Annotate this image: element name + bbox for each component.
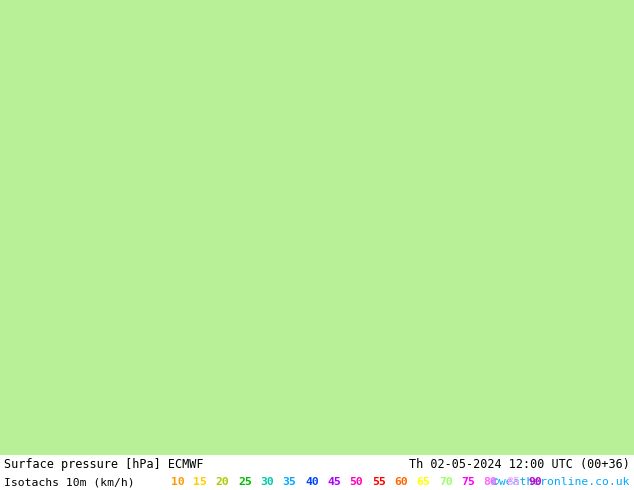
Text: 70: 70 <box>439 477 453 487</box>
Text: 65: 65 <box>417 477 430 487</box>
Text: 75: 75 <box>461 477 475 487</box>
Text: 15: 15 <box>193 477 207 487</box>
Text: 40: 40 <box>305 477 319 487</box>
Text: 10: 10 <box>171 477 185 487</box>
Text: 25: 25 <box>238 477 252 487</box>
Text: 30: 30 <box>261 477 274 487</box>
Text: 80: 80 <box>484 477 497 487</box>
Text: 90: 90 <box>528 477 542 487</box>
Text: 45: 45 <box>327 477 341 487</box>
Text: 50: 50 <box>349 477 363 487</box>
Text: Th 02-05-2024 12:00 UTC (00+36): Th 02-05-2024 12:00 UTC (00+36) <box>409 458 630 470</box>
Text: 85: 85 <box>506 477 519 487</box>
Text: 55: 55 <box>372 477 385 487</box>
Text: 35: 35 <box>283 477 297 487</box>
Text: 20: 20 <box>216 477 230 487</box>
Text: ©weatheronline.co.uk: ©weatheronline.co.uk <box>493 477 630 487</box>
Text: Isotachs 10m (km/h): Isotachs 10m (km/h) <box>4 477 134 487</box>
Text: 60: 60 <box>394 477 408 487</box>
Text: Surface pressure [hPa] ECMWF: Surface pressure [hPa] ECMWF <box>4 458 204 470</box>
